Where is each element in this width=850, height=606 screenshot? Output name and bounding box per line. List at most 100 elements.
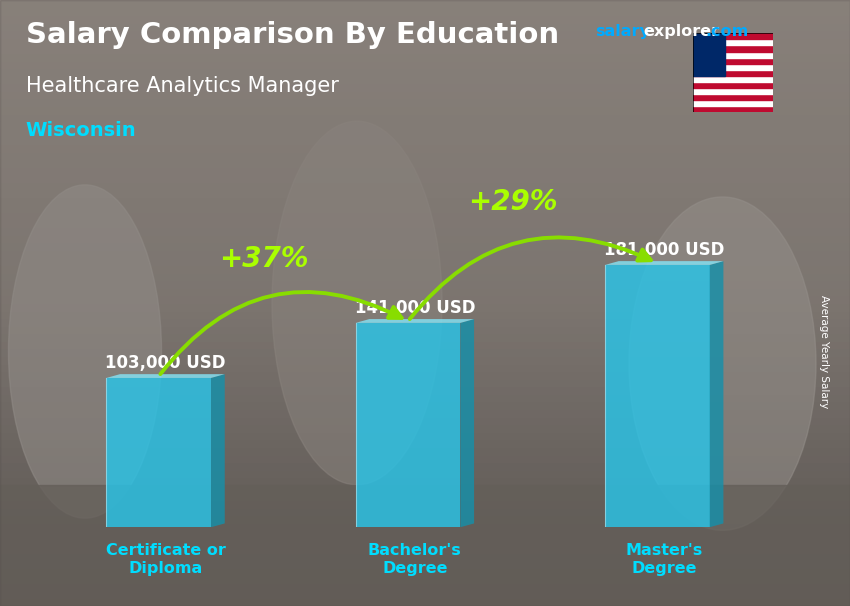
Bar: [0, 371, 850, 379]
Bar: [0, 106, 850, 114]
Bar: [0, 175, 850, 182]
Bar: [693, 33, 725, 76]
Text: Average Yearly Salary: Average Yearly Salary: [819, 295, 829, 408]
Bar: [0, 182, 850, 189]
Bar: [0, 84, 850, 91]
Bar: [0, 326, 850, 333]
Bar: [0, 318, 850, 325]
Text: Bachelor's
Degree: Bachelor's Degree: [368, 543, 462, 576]
Text: 181,000 USD: 181,000 USD: [604, 241, 724, 259]
Bar: [0, 296, 850, 303]
Bar: [0, 114, 850, 121]
Bar: [0, 235, 850, 242]
Bar: [0, 356, 850, 364]
Bar: [0, 454, 850, 462]
Bar: [0, 500, 850, 508]
Bar: [0, 189, 850, 197]
Bar: [0, 30, 850, 38]
Bar: [0, 242, 850, 250]
Bar: [0, 431, 850, 439]
Bar: [0, 167, 850, 175]
Text: Wisconsin: Wisconsin: [26, 121, 136, 140]
Bar: [0, 348, 850, 356]
Bar: [0, 545, 850, 553]
Bar: [0, 8, 850, 15]
Bar: [693, 39, 774, 45]
Bar: [0, 538, 850, 545]
Bar: [0, 553, 850, 561]
Bar: [0, 379, 850, 387]
Text: 103,000 USD: 103,000 USD: [105, 354, 226, 372]
Polygon shape: [106, 374, 224, 378]
Bar: [0, 530, 850, 538]
Bar: [0, 576, 850, 583]
Text: Certificate or
Diploma: Certificate or Diploma: [105, 543, 225, 576]
Bar: [0, 121, 850, 129]
Bar: [0, 15, 850, 22]
Bar: [0, 280, 850, 288]
Bar: [0, 159, 850, 167]
Bar: [0, 439, 850, 447]
Bar: [0, 288, 850, 296]
Polygon shape: [106, 378, 211, 527]
Bar: [0, 401, 850, 409]
Bar: [0, 91, 850, 98]
Bar: [0, 311, 850, 318]
Bar: [0, 76, 850, 83]
Bar: [0, 68, 850, 76]
Bar: [693, 106, 774, 112]
Bar: [693, 64, 774, 70]
Bar: [0, 303, 850, 310]
Bar: [0, 136, 850, 144]
Bar: [0, 470, 850, 478]
Bar: [0, 45, 850, 53]
Bar: [0, 341, 850, 348]
Bar: [0, 424, 850, 431]
Bar: [693, 70, 774, 76]
Ellipse shape: [8, 185, 162, 518]
Bar: [0, 204, 850, 212]
Bar: [0, 61, 850, 68]
Bar: [0, 492, 850, 500]
Bar: [0, 462, 850, 470]
Bar: [693, 100, 774, 106]
Bar: [0, 152, 850, 159]
Text: .com: .com: [706, 24, 749, 39]
Bar: [0, 128, 850, 136]
Bar: [0, 447, 850, 454]
Bar: [0, 599, 850, 606]
Bar: [0, 53, 850, 61]
Bar: [0, 409, 850, 417]
Bar: [0, 227, 850, 235]
Bar: [0, 478, 850, 485]
Bar: [0, 561, 850, 568]
Bar: [0, 417, 850, 424]
Polygon shape: [461, 319, 474, 527]
Polygon shape: [605, 261, 723, 265]
Bar: [0, 591, 850, 599]
Bar: [0, 515, 850, 522]
Bar: [693, 45, 774, 52]
Text: explorer: explorer: [643, 24, 720, 39]
Bar: [0, 485, 850, 606]
Text: +29%: +29%: [468, 188, 558, 216]
Text: Master's
Degree: Master's Degree: [626, 543, 703, 576]
Bar: [0, 98, 850, 106]
Bar: [693, 33, 774, 39]
Bar: [0, 265, 850, 273]
Text: Healthcare Analytics Manager: Healthcare Analytics Manager: [26, 76, 338, 96]
Bar: [0, 508, 850, 515]
Bar: [0, 258, 850, 265]
Bar: [693, 76, 774, 82]
Bar: [693, 88, 774, 94]
Text: salary: salary: [595, 24, 650, 39]
Bar: [0, 144, 850, 152]
Bar: [693, 58, 774, 64]
Bar: [693, 82, 774, 88]
Bar: [0, 333, 850, 341]
Text: +37%: +37%: [218, 245, 309, 273]
Bar: [0, 394, 850, 401]
Bar: [0, 197, 850, 205]
Bar: [693, 94, 774, 100]
Bar: [0, 273, 850, 280]
